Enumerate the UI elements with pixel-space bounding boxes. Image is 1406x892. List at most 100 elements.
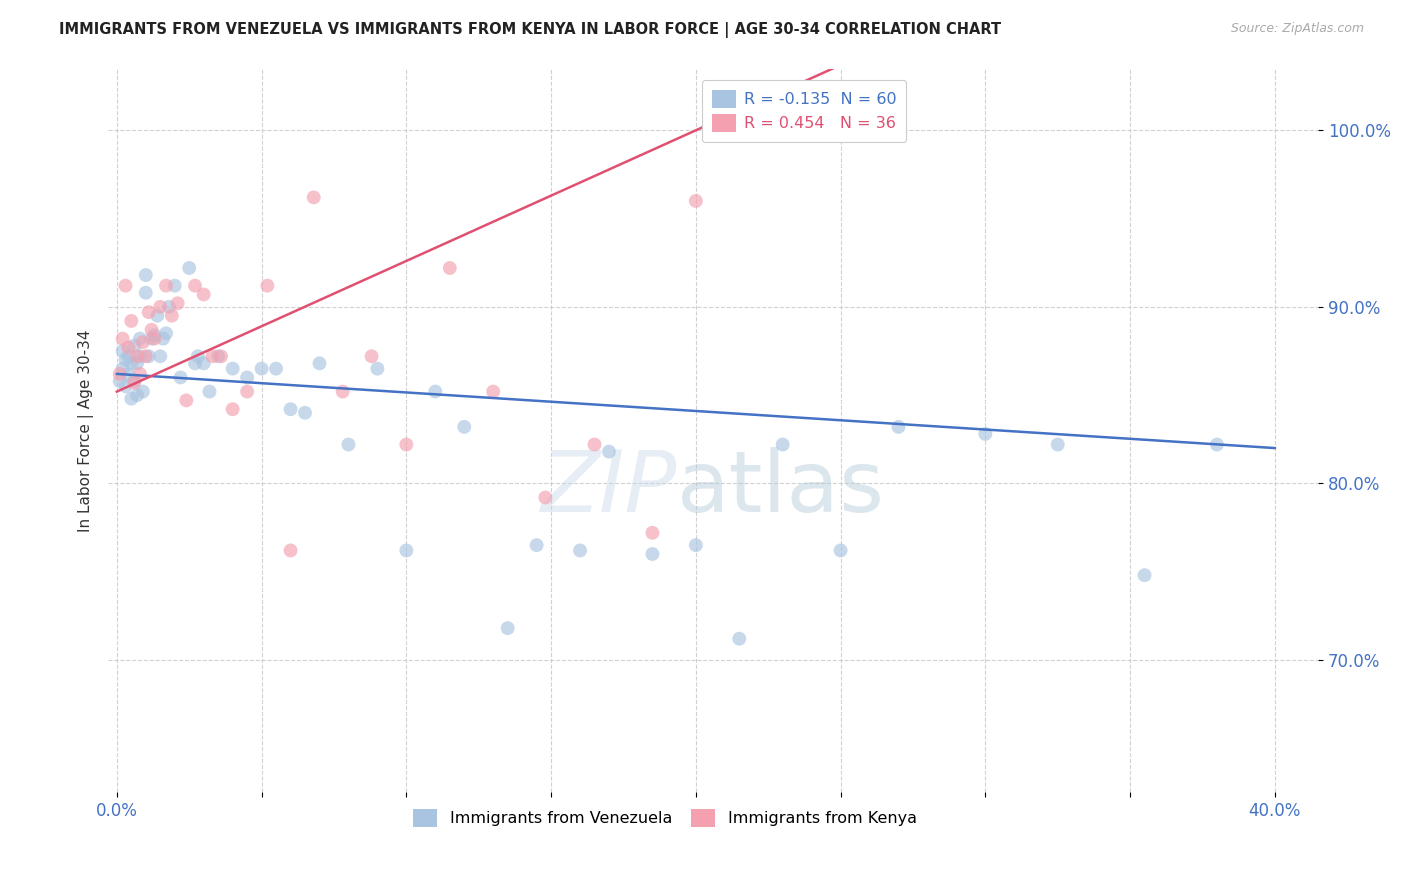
Text: ZIP: ZIP bbox=[541, 447, 676, 530]
Point bbox=[209, 349, 232, 363]
Point bbox=[127, 388, 149, 402]
Point bbox=[117, 349, 139, 363]
Point bbox=[439, 260, 461, 275]
Point bbox=[160, 309, 183, 323]
Point bbox=[114, 352, 136, 367]
Point bbox=[163, 278, 186, 293]
Point bbox=[138, 349, 160, 363]
Point bbox=[166, 296, 188, 310]
Point bbox=[184, 356, 207, 370]
Point bbox=[236, 370, 259, 384]
Point bbox=[598, 444, 620, 458]
Point bbox=[138, 305, 160, 319]
Point bbox=[111, 343, 134, 358]
Point bbox=[395, 543, 418, 558]
Point bbox=[830, 543, 852, 558]
Point bbox=[111, 361, 134, 376]
Point bbox=[496, 621, 519, 635]
Point bbox=[152, 332, 174, 346]
Point bbox=[308, 356, 330, 370]
Point bbox=[117, 367, 139, 381]
Point bbox=[114, 379, 136, 393]
Point bbox=[526, 538, 548, 552]
Point bbox=[117, 341, 139, 355]
Point bbox=[155, 326, 177, 341]
Point bbox=[132, 384, 155, 399]
Point bbox=[141, 332, 163, 346]
Point bbox=[179, 260, 201, 275]
Point bbox=[127, 349, 149, 363]
Point bbox=[887, 420, 910, 434]
Point bbox=[728, 632, 751, 646]
Point bbox=[302, 190, 325, 204]
Point bbox=[256, 278, 278, 293]
Point bbox=[685, 538, 707, 552]
Point bbox=[264, 361, 287, 376]
Point bbox=[280, 543, 302, 558]
Point bbox=[193, 287, 215, 301]
Point bbox=[120, 356, 142, 370]
Point bbox=[482, 384, 505, 399]
Point bbox=[149, 300, 172, 314]
Point bbox=[1206, 437, 1229, 451]
Point bbox=[111, 332, 134, 346]
Text: atlas: atlas bbox=[676, 447, 884, 530]
Point bbox=[201, 349, 224, 363]
Point bbox=[122, 374, 145, 388]
Point bbox=[395, 437, 418, 451]
Point bbox=[176, 393, 198, 408]
Point bbox=[453, 420, 475, 434]
Point bbox=[193, 356, 215, 370]
Point bbox=[425, 384, 447, 399]
Point bbox=[583, 437, 606, 451]
Point bbox=[157, 300, 180, 314]
Point bbox=[108, 367, 131, 381]
Point bbox=[122, 339, 145, 353]
Point bbox=[129, 349, 152, 363]
Point bbox=[132, 335, 155, 350]
Point bbox=[207, 349, 229, 363]
Point bbox=[221, 361, 243, 376]
Point bbox=[974, 426, 997, 441]
Text: Source: ZipAtlas.com: Source: ZipAtlas.com bbox=[1230, 22, 1364, 36]
Point bbox=[236, 384, 259, 399]
Point bbox=[534, 491, 557, 505]
Point bbox=[1046, 437, 1069, 451]
Point bbox=[155, 278, 177, 293]
Point bbox=[337, 437, 360, 451]
Point bbox=[641, 525, 664, 540]
Y-axis label: In Labor Force | Age 30-34: In Labor Force | Age 30-34 bbox=[79, 329, 94, 532]
Point bbox=[366, 361, 388, 376]
Point bbox=[129, 367, 152, 381]
Point bbox=[332, 384, 354, 399]
Point bbox=[146, 309, 169, 323]
Point bbox=[141, 323, 163, 337]
Point bbox=[135, 349, 157, 363]
Point bbox=[114, 278, 136, 293]
Legend: Immigrants from Venezuela, Immigrants from Kenya: Immigrants from Venezuela, Immigrants fr… bbox=[405, 800, 925, 835]
Point bbox=[120, 392, 142, 406]
Point bbox=[772, 437, 794, 451]
Point bbox=[294, 406, 316, 420]
Point bbox=[221, 402, 243, 417]
Point bbox=[360, 349, 382, 363]
Point bbox=[569, 543, 592, 558]
Point bbox=[250, 361, 273, 376]
Point bbox=[184, 278, 207, 293]
Point bbox=[1133, 568, 1156, 582]
Point bbox=[187, 349, 209, 363]
Point bbox=[108, 374, 131, 388]
Point bbox=[143, 332, 166, 346]
Point bbox=[127, 356, 149, 370]
Point bbox=[641, 547, 664, 561]
Point bbox=[685, 194, 707, 208]
Point bbox=[120, 314, 142, 328]
Point bbox=[198, 384, 221, 399]
Point bbox=[149, 349, 172, 363]
Point bbox=[135, 285, 157, 300]
Point bbox=[135, 268, 157, 282]
Point bbox=[129, 332, 152, 346]
Text: IMMIGRANTS FROM VENEZUELA VS IMMIGRANTS FROM KENYA IN LABOR FORCE | AGE 30-34 CO: IMMIGRANTS FROM VENEZUELA VS IMMIGRANTS … bbox=[59, 22, 1001, 38]
Point bbox=[122, 376, 145, 390]
Point bbox=[169, 370, 191, 384]
